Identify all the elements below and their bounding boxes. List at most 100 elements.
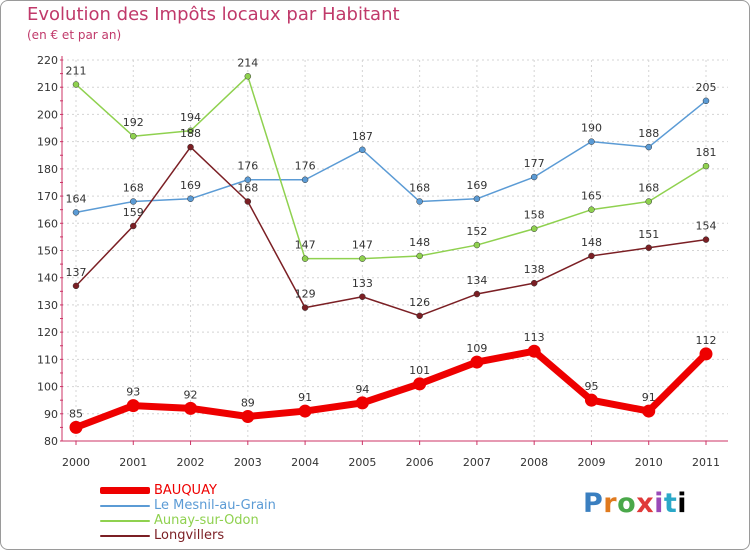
data-point-bauquay: [126, 399, 140, 413]
data-point-longvillers: [645, 244, 652, 252]
x-tick-label: 2001: [119, 456, 147, 469]
data-point-bauquay: [298, 404, 312, 418]
chart-title: Evolution des Impôts locaux par Habitant: [27, 4, 400, 25]
data-label-longvillers: 168: [237, 182, 258, 195]
x-tick-label: 2004: [291, 456, 319, 469]
data-label-le-mesnil-au-grain: 169: [180, 179, 201, 192]
legend-swatch-aunay-sur-odon: [100, 520, 150, 522]
data-point-le-mesnil-au-grain: [359, 146, 366, 154]
data-label-bauquay: 113: [524, 331, 545, 344]
data-label-bauquay: 91: [298, 391, 312, 404]
data-point-longvillers: [416, 312, 423, 320]
data-label-longvillers: 188: [180, 127, 201, 140]
data-point-le-mesnil-au-grain: [130, 198, 137, 205]
data-label-bauquay: 85: [69, 407, 83, 420]
data-point-bauquay: [241, 410, 255, 424]
legend-item-aunay-sur-odon: Aunay-sur-Odon: [100, 513, 360, 528]
data-point-bauquay: [355, 396, 369, 410]
y-tick-label: 150: [37, 245, 58, 258]
data-label-longvillers: 137: [66, 266, 87, 279]
x-tick-label: 2007: [463, 456, 491, 469]
data-point-le-mesnil-au-grain: [187, 195, 194, 203]
data-label-aunay-sur-odon: 214: [237, 56, 258, 69]
data-point-aunay-sur-odon: [72, 81, 80, 88]
data-point-bauquay: [413, 377, 427, 391]
data-point-longvillers: [130, 222, 137, 230]
legend-label-bauquay: BAUQUAY: [154, 483, 217, 498]
data-label-aunay-sur-odon: 148: [409, 236, 430, 249]
x-tick-label: 2003: [234, 456, 262, 469]
y-tick-label: 80: [44, 435, 58, 448]
legend-item-longvillers: Longvillers: [100, 528, 360, 543]
data-point-bauquay: [69, 420, 83, 434]
data-point-longvillers: [702, 236, 710, 243]
y-tick-label: 170: [37, 190, 58, 203]
data-label-le-mesnil-au-grain: 169: [466, 179, 487, 192]
data-label-le-mesnil-au-grain: 176: [237, 160, 258, 173]
data-point-longvillers: [301, 304, 309, 311]
y-tick-label: 190: [37, 136, 58, 149]
data-point-longvillers: [588, 252, 595, 260]
data-point-le-mesnil-au-grain: [416, 198, 423, 205]
data-label-longvillers: 148: [581, 236, 602, 249]
data-label-le-mesnil-au-grain: 177: [524, 157, 545, 170]
data-point-le-mesnil-au-grain: [72, 209, 80, 216]
series-line-aunay-sur-odon: [75, 75, 707, 260]
x-tick-label: 2009: [577, 456, 605, 469]
legend-item-bauquay: BAUQUAY: [100, 483, 360, 498]
data-point-le-mesnil-au-grain: [473, 195, 481, 203]
data-label-bauquay: 94: [355, 383, 369, 396]
chart-subtitle: (en € et par an): [27, 28, 122, 42]
data-label-le-mesnil-au-grain: 168: [409, 182, 430, 195]
data-point-bauquay: [527, 344, 541, 358]
data-label-aunay-sur-odon: 147: [352, 239, 373, 252]
data-label-bauquay: 101: [409, 364, 430, 377]
data-point-aunay-sur-odon: [473, 241, 481, 249]
y-tick-label: 200: [37, 108, 58, 121]
y-tick-label: 120: [37, 326, 58, 339]
data-label-le-mesnil-au-grain: 176: [295, 160, 316, 173]
data-label-bauquay: 109: [466, 342, 487, 355]
x-tick-label: 2005: [348, 456, 376, 469]
x-tick-label: 2008: [520, 456, 548, 469]
data-point-longvillers: [473, 290, 481, 298]
data-label-le-mesnil-au-grain: 187: [352, 130, 373, 143]
series-line-le-mesnil-au-grain: [75, 100, 707, 214]
data-point-aunay-sur-odon: [416, 252, 423, 260]
data-point-le-mesnil-au-grain: [244, 176, 252, 183]
y-tick-label: 220: [37, 54, 58, 67]
data-point-aunay-sur-odon: [530, 225, 538, 232]
data-point-longvillers: [244, 198, 252, 205]
data-label-longvillers: 159: [123, 206, 144, 219]
x-tick-label: 2011: [692, 456, 720, 469]
data-label-le-mesnil-au-grain: 188: [638, 127, 659, 140]
data-label-bauquay: 112: [696, 334, 717, 347]
data-label-longvillers: 138: [524, 263, 545, 276]
data-label-aunay-sur-odon: 147: [295, 239, 316, 252]
y-tick-label: 160: [37, 217, 58, 230]
data-point-bauquay: [470, 355, 484, 369]
data-point-aunay-sur-odon: [645, 198, 652, 205]
data-point-aunay-sur-odon: [702, 162, 710, 170]
data-label-bauquay: 93: [126, 386, 140, 399]
legend-swatch-bauquay: [100, 487, 150, 494]
data-label-aunay-sur-odon: 152: [466, 225, 487, 238]
data-point-longvillers: [72, 282, 80, 290]
data-label-aunay-sur-odon: 168: [638, 182, 659, 195]
data-label-aunay-sur-odon: 158: [524, 209, 545, 222]
series-line-bauquay: [72, 347, 710, 431]
data-point-bauquay: [642, 404, 656, 418]
data-label-longvillers: 126: [409, 296, 430, 309]
proxiti-logo: Proxiti: [583, 488, 688, 519]
legend-item-le-mesnil-au-grain: Le Mesnil-au-Grain: [100, 498, 360, 513]
data-point-le-mesnil-au-grain: [530, 173, 538, 181]
data-point-longvillers: [187, 143, 194, 151]
y-tick-label: 100: [37, 381, 58, 394]
data-label-bauquay: 91: [642, 391, 656, 404]
data-point-bauquay: [184, 401, 198, 415]
data-point-le-mesnil-au-grain: [588, 138, 595, 145]
data-label-longvillers: 134: [466, 274, 487, 287]
data-label-longvillers: 133: [352, 277, 373, 290]
series-line-longvillers: [75, 146, 707, 317]
legend-label-longvillers: Longvillers: [154, 528, 225, 543]
